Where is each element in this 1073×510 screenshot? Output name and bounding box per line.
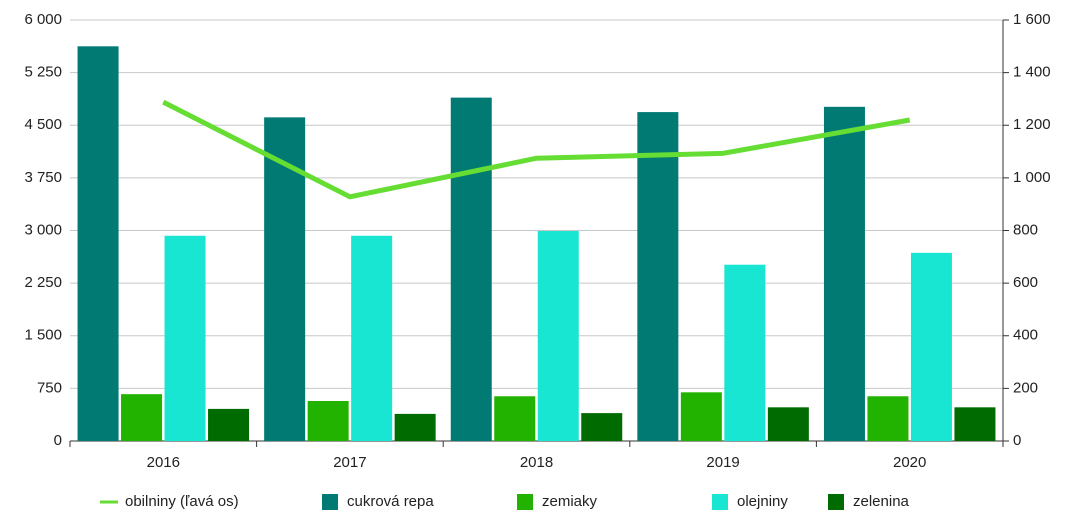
legend-label: zelenina — [853, 493, 910, 510]
y2-tick-label: 1 000 — [1013, 169, 1051, 186]
bar — [307, 401, 349, 441]
bar — [767, 407, 809, 441]
bar — [680, 392, 722, 441]
bar — [637, 112, 679, 441]
bar — [394, 413, 436, 441]
bar — [450, 97, 492, 441]
y-tick-label: 750 — [37, 379, 62, 396]
y-tick-label: 1 500 — [24, 327, 62, 344]
bar — [867, 396, 909, 441]
bar — [581, 413, 623, 441]
bar — [494, 396, 536, 441]
bar — [910, 252, 952, 441]
bar — [537, 231, 579, 441]
legend-label: zemiaky — [542, 493, 598, 510]
legend-label: cukrová repa — [347, 493, 434, 510]
legend-swatch — [712, 494, 728, 510]
y-tick-label: 3 000 — [24, 221, 62, 238]
bar — [208, 408, 250, 441]
legend-label: olejniny — [737, 493, 788, 510]
y2-tick-label: 600 — [1013, 274, 1038, 291]
bar — [121, 394, 163, 441]
y-tick-label: 0 — [54, 432, 62, 449]
y-tick-label: 2 250 — [24, 274, 62, 291]
x-tick-label: 2020 — [893, 454, 926, 471]
bar — [823, 106, 865, 442]
x-tick-label: 2016 — [147, 454, 180, 471]
legend-swatch — [322, 494, 338, 510]
y2-tick-label: 1 600 — [1013, 11, 1051, 28]
x-tick-label: 2018 — [520, 454, 553, 471]
y2-tick-label: 0 — [1013, 432, 1021, 449]
legend-swatch — [828, 494, 844, 510]
x-tick-label: 2017 — [333, 454, 366, 471]
y2-tick-label: 1 400 — [1013, 64, 1051, 81]
y-tick-label: 3 750 — [24, 169, 62, 186]
bar — [164, 235, 206, 441]
y2-tick-label: 800 — [1013, 221, 1038, 238]
line-series — [162, 99, 911, 200]
bar — [954, 407, 996, 441]
legend-label: obilniny (ľavá os) — [125, 493, 239, 510]
y2-tick-label: 1 200 — [1013, 116, 1051, 133]
bar — [724, 264, 766, 441]
y-tick-label: 4 500 — [24, 116, 62, 133]
legend-swatch — [517, 494, 533, 510]
bar — [77, 46, 119, 441]
x-tick-label: 2019 — [706, 454, 739, 471]
y2-tick-label: 400 — [1013, 327, 1038, 344]
y2-tick-label: 200 — [1013, 379, 1038, 396]
y-tick-label: 5 250 — [24, 64, 62, 81]
y-tick-label: 6 000 — [24, 11, 62, 28]
bar — [351, 235, 393, 441]
